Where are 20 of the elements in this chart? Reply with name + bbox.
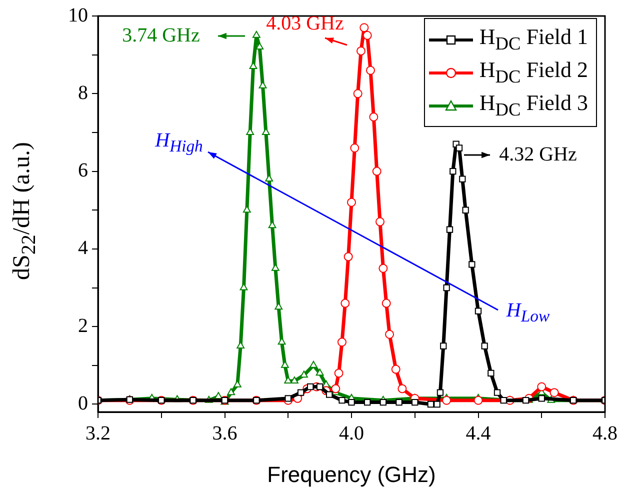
annotation: 4.03 GHz: [266, 12, 344, 36]
x-axis-title: Frequency (GHz): [267, 462, 436, 487]
annotation: H$_{Low}$: [506, 300, 550, 326]
y-tick-label: 8: [78, 82, 88, 104]
legend-label: H$_{DC}$ Field 3: [479, 90, 588, 121]
y-tick-label: 6: [78, 160, 88, 182]
y-tick-label: 10: [68, 4, 88, 26]
x-tick-label: 3.2: [86, 422, 110, 444]
annotation: H$_{High}$: [155, 130, 203, 156]
x-tick-label: 3.6: [212, 422, 238, 444]
x-tick-label: 4.4: [466, 422, 491, 444]
y-tick-label: 0: [78, 392, 88, 414]
x-tick-label: 4.0: [339, 422, 364, 444]
y-tick-label: 4: [78, 237, 88, 260]
x-tick-label: 4.8: [592, 422, 618, 444]
legend-label: H$_{DC}$ Field 2: [479, 57, 588, 88]
annotation: 3.74 GHz: [122, 24, 200, 48]
y-tick-label: 2: [78, 314, 88, 337]
annotation: 4.32 GHz: [499, 144, 577, 166]
legend-label: H$_{DC}$ Field 1: [479, 24, 588, 55]
